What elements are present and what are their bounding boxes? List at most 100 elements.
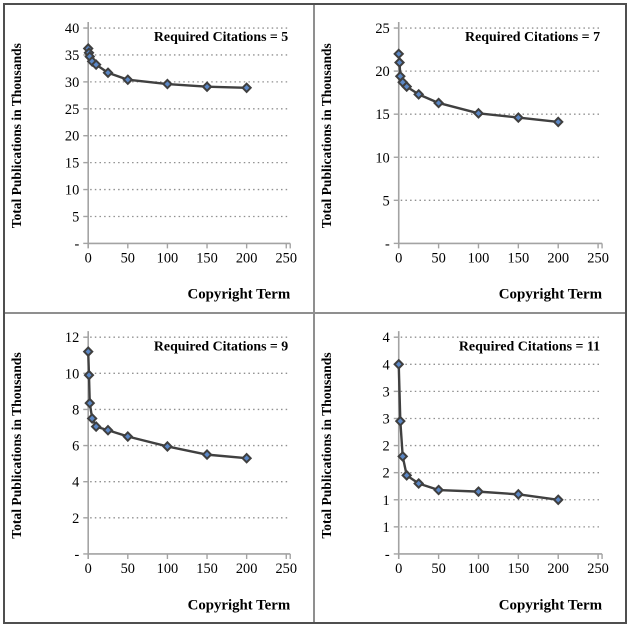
data-point-marker	[552, 493, 564, 505]
data-point-marker	[201, 448, 213, 460]
y-tick-label: 1	[383, 519, 390, 535]
chart-canvas-rc-9: - 2 4 6 8 10 12 0 50 100 150 200 250 Required Citatio…	[9, 330, 298, 613]
data-point-marker	[84, 397, 96, 409]
data-point-marker	[401, 81, 413, 93]
y-tick-label: 35	[65, 48, 79, 64]
y-tick-label: 4	[72, 474, 80, 490]
data-point-marker	[90, 420, 102, 432]
x-tick-label: 0	[395, 250, 402, 266]
chart-canvas-rc-11: - 1 1 2 2 3 3 4 4 0 50 100 150 200 250 Required Citatio…	[319, 330, 609, 613]
x-tick-label: 100	[157, 560, 179, 576]
data-point-marker	[161, 78, 173, 90]
data-point-marker	[512, 112, 524, 124]
chart-quadrant-rc-11: - 1 1 2 2 3 3 4 4 0 50 100 150 200 250 Required Citatio…	[315, 313, 625, 622]
data-point-marker	[161, 440, 173, 452]
data-point-marker	[552, 116, 564, 128]
y-tick-label: 10	[65, 182, 79, 198]
y-tick-label: 15	[375, 107, 389, 123]
data-point-marker	[201, 81, 213, 93]
data-point-marker	[413, 88, 425, 100]
y-tick-label: 40	[65, 21, 79, 37]
y-tick-label: 10	[65, 366, 79, 382]
y-tick-label: 12	[65, 330, 79, 346]
x-tick-label: 250	[587, 561, 609, 577]
data-point-marker	[401, 469, 413, 481]
x-tick-label: 50	[121, 250, 135, 266]
annotation-required-citations: Required Citations = 7	[465, 30, 600, 45]
data-point-marker	[393, 358, 405, 370]
y-tick-label: 2	[383, 438, 390, 454]
annotation-required-citations: Required Citations = 11	[459, 338, 600, 354]
y-tick-label: 4	[383, 357, 391, 373]
x-tick-label: 100	[468, 250, 490, 266]
chart-quadrant-rc-9: - 2 4 6 8 10 12 0 50 100 150 200 250 Required Citatio…	[5, 313, 315, 622]
y-axis-title: Total Publications in Thousands	[319, 352, 334, 538]
y-tick-label: 3	[383, 384, 390, 400]
data-point-marker	[122, 430, 134, 442]
y-tick-label: 15	[65, 156, 79, 172]
y-tick-label: 6	[72, 438, 79, 454]
y-tick-label: 20	[65, 129, 79, 145]
y-tick-label: 3	[383, 411, 390, 427]
annotation-required-citations: Required Citations = 5	[154, 30, 288, 45]
y-tick-label: -	[385, 546, 390, 562]
x-tick-label: 0	[85, 560, 92, 576]
data-point-marker	[472, 485, 484, 497]
x-tick-label: 50	[121, 560, 135, 576]
data-point-marker	[86, 412, 98, 424]
chart-quadrant-rc-7: -5 10 15 20 25 0 50 100 150 200 250 Required Citati…	[315, 5, 625, 314]
x-tick-label: 150	[508, 561, 530, 577]
data-point-marker	[82, 345, 94, 357]
y-tick-label: 30	[65, 75, 79, 91]
x-tick-label: 150	[196, 250, 218, 266]
y-tick-label: -	[385, 236, 390, 252]
y-tick-label: 2	[72, 510, 79, 526]
x-tick-label: 200	[236, 250, 258, 266]
chart-canvas-rc-5: - 5 10 15 20 25 30 35 40 0 50 100 150 200 250 Required …	[9, 21, 297, 303]
data-point-marker	[394, 56, 406, 69]
data-point-marker	[433, 483, 445, 496]
data-point-marker	[102, 67, 114, 79]
data-point-marker	[102, 424, 114, 436]
x-tick-label: 150	[508, 250, 530, 266]
data-point-marker	[512, 488, 524, 500]
x-tick-label: 150	[196, 560, 218, 576]
x-tick-label: 250	[276, 560, 298, 576]
data-point-marker	[83, 369, 95, 381]
x-tick-label: 100	[468, 561, 490, 577]
figure-frame: -5 10 15 20 25 30 35 40 0 50 100 150 200 250 Required …	[3, 3, 627, 624]
y-tick-label: 10	[375, 150, 389, 166]
data-point-marker	[90, 59, 102, 71]
data-point-marker	[122, 74, 134, 86]
x-tick-label: 0	[85, 250, 92, 266]
x-tick-label: 200	[547, 561, 569, 577]
y-tick-label: 5	[72, 209, 79, 225]
data-point-marker	[413, 477, 425, 489]
x-tick-label: 50	[431, 561, 445, 577]
y-tick-label: 4	[383, 330, 391, 346]
y-tick-label: -	[74, 236, 79, 252]
y-tick-label: 20	[375, 64, 389, 80]
chart-quadrant-rc-5: - 5 10 15 20 25 30 35 40 0 50 100 150 200 250 Required …	[5, 5, 315, 314]
data-series-line	[397, 52, 560, 124]
y-tick-label: 8	[72, 402, 79, 418]
data-point-marker	[241, 452, 253, 464]
y-tick-label: 2	[383, 465, 390, 481]
annotation-required-citations: Required Citations = 9	[154, 339, 288, 354]
y-axis-title: Total Publications in Thousands	[9, 352, 24, 538]
x-tick-label: 50	[431, 250, 445, 266]
x-tick-label: 200	[236, 560, 258, 576]
x-tick-label: 250	[587, 250, 609, 266]
y-tick-label: 25	[375, 21, 389, 37]
data-point-marker	[472, 107, 484, 119]
x-tick-label: 100	[157, 250, 179, 266]
x-tick-label: 250	[275, 250, 297, 266]
charts-grid: -5 10 15 20 25 30 35 40 0 50 100 150 200 250 Required …	[5, 5, 625, 622]
x-axis-title: Copyright Term	[188, 597, 291, 613]
data-point-marker	[394, 415, 406, 427]
y-axis-title: Total Publications in Thousands	[319, 43, 334, 228]
data-point-marker	[397, 450, 409, 462]
data-series-line	[87, 349, 248, 459]
y-tick-label: 1	[383, 492, 390, 508]
